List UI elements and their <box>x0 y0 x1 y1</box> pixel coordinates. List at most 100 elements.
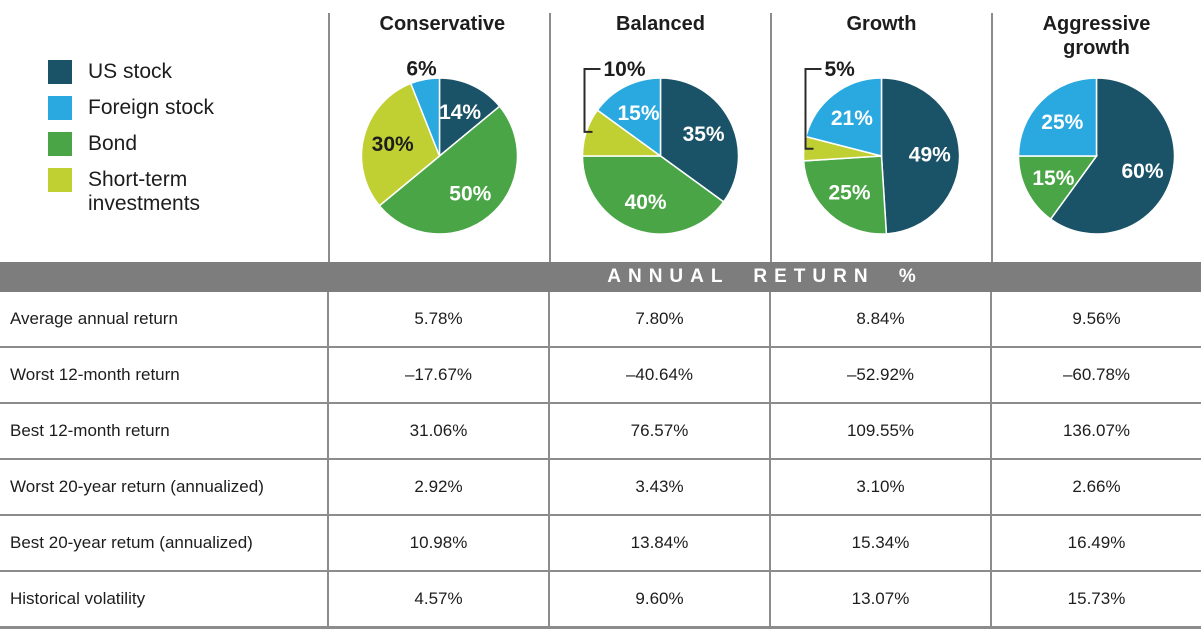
value-cell: 15.73% <box>1067 589 1126 608</box>
value-cell: 13.84% <box>550 516 771 570</box>
pie-slice-value-label: 35% <box>683 123 725 146</box>
value-cell: 13.07% <box>771 572 992 626</box>
value-cell: 109.55% <box>771 404 992 458</box>
pie-slice-short-term-investments <box>360 82 441 207</box>
pie-slice-foreign-stock <box>596 77 662 158</box>
callout-bracket <box>804 68 822 150</box>
row-label: Worst 12-month return <box>0 348 329 402</box>
pie-slice-bond <box>802 155 888 235</box>
row-label: Best 20-year retum (annualized) <box>0 516 329 570</box>
pie-slice-value-label: 25% <box>1041 111 1083 134</box>
value-cell: 5.78% <box>329 292 550 346</box>
pie-slice-value-label: 6% <box>406 58 437 81</box>
table-row-worst-20-year-return-annualized-: Worst 20-year return (annualized) 2.92% 3.… <box>0 458 1201 514</box>
legend-item-label: Bond <box>88 132 138 155</box>
pie-slice-us-stock <box>659 77 740 203</box>
pie-slice-value-label: 21% <box>831 107 873 130</box>
chart-title: Aggressive growth <box>992 12 1201 60</box>
callout-bracket <box>583 68 601 133</box>
row-label: Best 12-month return <box>0 404 329 458</box>
row-label: Historical volatility <box>0 572 329 626</box>
color-swatch-bond <box>48 132 72 156</box>
pie-slice-value-label: 15% <box>617 102 659 125</box>
pie-slice-value-label: 30% <box>372 133 414 156</box>
chart-column-conservative: Conservative 14% 50% 30% 6% <box>329 0 550 262</box>
pie-slice-value-label: 40% <box>625 191 667 214</box>
pie-slice-bond <box>1017 155 1098 221</box>
pie-slice-bond <box>581 155 725 235</box>
pie-slice-value-label: 14% <box>439 101 481 124</box>
color-swatch-short-term-investments <box>48 168 72 192</box>
chart-title-text: Conservative <box>379 13 506 35</box>
chart-title-text: Balanced <box>616 13 705 35</box>
pie-slice-value-label: 5% <box>825 58 856 81</box>
chart-title: Conservative <box>329 12 550 36</box>
value-cell: 4.57% <box>329 572 550 626</box>
table-row-worst-12-month-return: Worst 12-month return –17.67% –40.64% –52.9… <box>0 346 1201 402</box>
legend-item-us-stock: US stock <box>48 60 278 84</box>
value-cell: –40.64% <box>550 348 771 402</box>
pie-slice-value-label: 15% <box>1032 167 1074 190</box>
pie-slice-foreign-stock <box>1017 77 1098 157</box>
value-cell: 16.49% <box>1067 533 1126 552</box>
column-divider <box>770 13 772 262</box>
legend-item-foreign-stock: Foreign stock <box>48 96 278 120</box>
value-cell: 9.60% <box>550 572 771 626</box>
pie-chart-conservative: 14% 50% 30% 6% <box>360 58 519 235</box>
pie-slice-foreign-stock <box>805 77 883 157</box>
color-swatch-us-stock <box>48 60 72 84</box>
pie-slice-value-label: 49% <box>909 144 951 167</box>
row-label: Average annual return <box>0 292 329 346</box>
pie-slice-foreign-stock <box>409 77 441 157</box>
value-cell: –17.67% <box>329 348 550 402</box>
value-cell: 3.10% <box>771 460 992 514</box>
color-swatch-foreign-stock <box>48 96 72 120</box>
pie-slice-us-stock <box>438 77 501 158</box>
value-cell: –52.92% <box>771 348 992 402</box>
column-divider <box>549 13 551 262</box>
chart-title-text: Growth <box>846 13 917 35</box>
legend: US stock Foreign stock Bond Short-term inve… <box>48 60 278 228</box>
value-cell: 7.80% <box>550 292 771 346</box>
pie-slice-us-stock <box>1049 77 1176 235</box>
chart-column-aggressive-growth: Aggressive growth 60% 15% 25% <box>992 0 1201 262</box>
chart-title-text: Aggressive growth <box>1042 13 1151 59</box>
pie-charts-section: US stock Foreign stock Bond Short-term inve… <box>0 0 1201 262</box>
legend-item-label: Short-term investments <box>88 168 201 215</box>
pie-slice-value-label: 50% <box>449 182 491 205</box>
legend-item-label: US stock <box>88 60 173 83</box>
chart-title: Balanced <box>550 12 771 36</box>
chart-title: Growth <box>771 12 992 36</box>
annual-return-band: ANNUAL RETURN % <box>0 262 1201 292</box>
table-row-best-12-month-return: Best 12-month return 31.06% 76.57% 109.55% 1… <box>0 402 1201 458</box>
value-cell: 2.66% <box>1072 477 1121 496</box>
pie-chart-balanced: 35% 40% 10% 15% <box>581 58 740 235</box>
table-row-best-20-year-retum-annualized-: Best 20-year retum (annualized) 10.98% 13.… <box>0 514 1201 570</box>
legend-item-bond: Bond <box>48 132 278 156</box>
annual-return-band-title: ANNUAL RETURN % <box>607 266 923 287</box>
pie-slice-value-label: 10% <box>604 58 646 81</box>
value-cell: 3.43% <box>550 460 771 514</box>
pie-slice-value-label: 60% <box>1121 160 1163 183</box>
returns-table: Average annual return 5.78% 7.80% 8.84% 9.56… <box>0 292 1201 629</box>
table-row-historical-volatility: Historical volatility 4.57% 9.60% 13.07% 15.… <box>0 570 1201 626</box>
value-cell: 31.06% <box>329 404 550 458</box>
pie-chart-aggressive-growth: 60% 15% 25% <box>1017 77 1176 235</box>
value-cell: 9.56% <box>1072 309 1121 328</box>
value-cell: 2.92% <box>329 460 550 514</box>
row-label: Worst 20-year return (annualized) <box>0 460 329 514</box>
value-cell: 15.34% <box>771 516 992 570</box>
legend-item-label: Foreign stock <box>88 96 215 119</box>
table-row-average-annual-return: Average annual return 5.78% 7.80% 8.84% 9.56… <box>0 292 1201 346</box>
value-cell: –60.78% <box>1062 365 1131 384</box>
value-cell: 76.57% <box>550 404 771 458</box>
chart-column-growth: Growth 49% 25% 5% 21% <box>771 0 992 262</box>
value-cell: 10.98% <box>329 516 550 570</box>
value-cell: 136.07% <box>1062 421 1131 440</box>
chart-column-balanced: Balanced 35% 40% 10% 15% <box>550 0 771 262</box>
pie-chart-growth: 49% 25% 5% 21% <box>802 58 961 235</box>
column-divider <box>328 13 330 262</box>
pie-slice-value-label: 25% <box>828 181 870 204</box>
pie-slice-bond <box>378 105 519 235</box>
